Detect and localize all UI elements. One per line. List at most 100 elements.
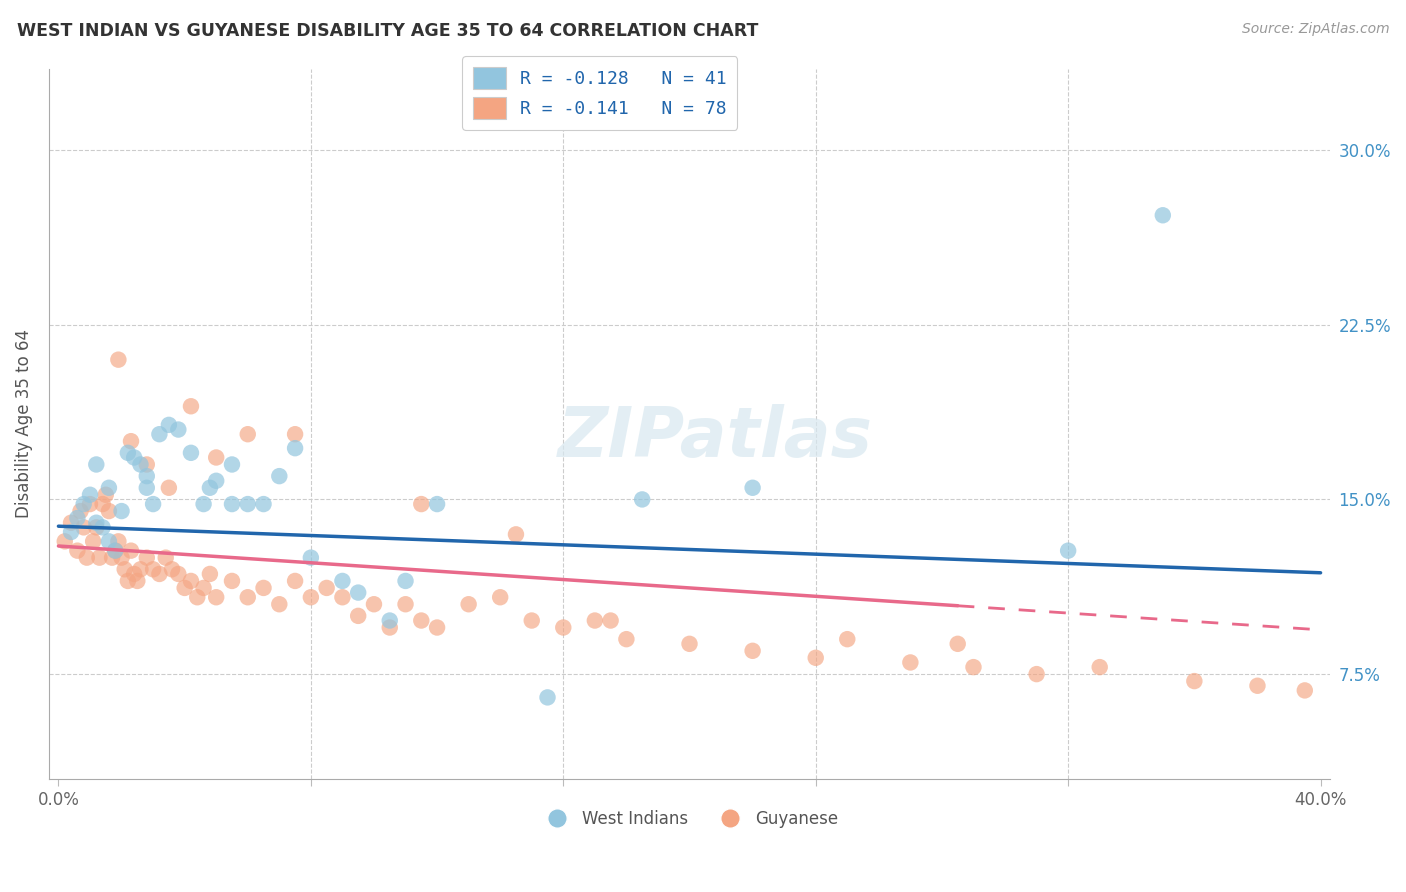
Point [193, 581, 215, 595]
Point [173, 581, 195, 595]
Point [332, 574, 354, 588]
Point [79, 488, 101, 502]
Point [252, 497, 274, 511]
Point [411, 614, 433, 628]
Point [89, 550, 111, 565]
Point [332, 591, 354, 605]
Point [631, 492, 654, 507]
Point [347, 608, 370, 623]
Point [84, 516, 107, 530]
Point [553, 620, 575, 634]
Point [363, 597, 385, 611]
Point [135, 550, 157, 565]
Point [84, 520, 107, 534]
Point [616, 632, 638, 647]
Point [76, 550, 98, 565]
Point [962, 660, 984, 674]
Point [107, 534, 129, 549]
Point [84, 458, 107, 472]
Point [520, 614, 543, 628]
Point [205, 450, 228, 465]
Point [157, 417, 180, 432]
Point [457, 597, 479, 611]
Point [104, 543, 127, 558]
Point [117, 574, 139, 588]
Point [73, 497, 96, 511]
Point [60, 516, 83, 530]
Point [135, 469, 157, 483]
Point [284, 441, 307, 455]
Point [122, 566, 145, 581]
Y-axis label: Disability Age 35 to 64: Disability Age 35 to 64 [15, 329, 32, 518]
Point [898, 656, 921, 670]
Point [347, 585, 370, 599]
Point [114, 562, 136, 576]
Point [221, 574, 243, 588]
Point [97, 481, 120, 495]
Point [117, 446, 139, 460]
Point [148, 566, 170, 581]
Point [284, 427, 307, 442]
Point [1246, 679, 1268, 693]
Point [221, 458, 243, 472]
Point [583, 614, 606, 628]
Point [221, 497, 243, 511]
Text: WEST INDIAN VS GUYANESE DISABILITY AGE 35 TO 64 CORRELATION CHART: WEST INDIAN VS GUYANESE DISABILITY AGE 3… [17, 22, 758, 40]
Point [505, 527, 527, 541]
Point [167, 566, 190, 581]
Point [378, 614, 401, 628]
Point [284, 574, 307, 588]
Point [167, 423, 190, 437]
Point [315, 581, 337, 595]
Point [79, 497, 101, 511]
Point [129, 562, 152, 576]
Point [94, 488, 117, 502]
Point [60, 524, 83, 539]
Point [110, 550, 132, 565]
Point [394, 574, 416, 588]
Point [91, 520, 114, 534]
Point [426, 620, 449, 634]
Point [1057, 543, 1080, 558]
Point [837, 632, 859, 647]
Point [236, 591, 259, 605]
Point [269, 469, 291, 483]
Point [69, 504, 91, 518]
Point [97, 534, 120, 549]
Point [91, 497, 114, 511]
Point [155, 550, 177, 565]
Point [205, 591, 228, 605]
Point [198, 481, 221, 495]
Point [1025, 667, 1047, 681]
Point [142, 562, 165, 576]
Point [142, 497, 165, 511]
Point [236, 427, 259, 442]
Point [160, 562, 183, 576]
Point [252, 581, 274, 595]
Point [599, 614, 621, 628]
Point [741, 481, 763, 495]
Point [1152, 208, 1174, 222]
Point [107, 352, 129, 367]
Point [186, 591, 208, 605]
Point [426, 497, 449, 511]
Text: ZIPatlas: ZIPatlas [558, 404, 873, 472]
Point [536, 690, 558, 705]
Point [946, 637, 969, 651]
Point [97, 504, 120, 518]
Point [205, 474, 228, 488]
Point [489, 591, 512, 605]
Point [678, 637, 700, 651]
Point [122, 450, 145, 465]
Point [129, 458, 152, 472]
Point [127, 574, 149, 588]
Text: Source: ZipAtlas.com: Source: ZipAtlas.com [1241, 22, 1389, 37]
Point [804, 650, 827, 665]
Point [180, 574, 202, 588]
Point [299, 550, 322, 565]
Point [269, 597, 291, 611]
Legend: West Indians, Guyanese: West Indians, Guyanese [534, 803, 845, 835]
Point [180, 399, 202, 413]
Point [299, 591, 322, 605]
Point [236, 497, 259, 511]
